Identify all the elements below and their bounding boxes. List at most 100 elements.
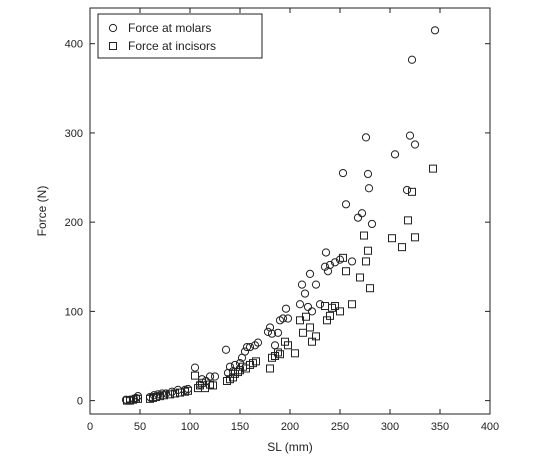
molar-point [353, 213, 363, 222]
molar-point [245, 342, 255, 352]
molar-point [300, 289, 310, 298]
molar-point [205, 372, 215, 381]
series-incisors [123, 164, 437, 405]
y-tick-label: 200 [65, 217, 83, 229]
x-tick-label: 200 [281, 421, 299, 433]
incisor-point [364, 246, 372, 255]
incisor-point [360, 231, 368, 240]
molar-point [321, 248, 331, 257]
incisor-point [404, 216, 412, 225]
molar-point [405, 131, 415, 140]
x-axis: 0 50 100 150 200 250 300 350 400 [87, 8, 499, 433]
x-tick-label: 350 [431, 421, 449, 433]
molar-point [311, 280, 321, 289]
incisor-point [388, 234, 396, 243]
x-tick-label: 50 [134, 421, 146, 433]
molar-point [410, 140, 420, 149]
plot-frame [89, 7, 491, 415]
x-tick-label: 0 [87, 421, 93, 433]
molar-point [278, 314, 288, 323]
incisor-point [339, 253, 347, 262]
incisor-point [362, 257, 370, 266]
molar-point [347, 257, 357, 266]
molar-point [367, 219, 377, 229]
incisor-point [299, 328, 307, 337]
y-tick-label: 400 [65, 39, 83, 51]
molar-point [281, 304, 291, 313]
molar-point [250, 341, 260, 350]
molar-point [210, 372, 220, 381]
molar-point [221, 345, 231, 354]
molar-point [430, 26, 440, 35]
incisor-point [342, 267, 350, 276]
molar-point [267, 329, 277, 338]
incisor-point [191, 371, 199, 380]
incisor-point [326, 311, 334, 320]
legend-box [97, 13, 263, 59]
molar-point [325, 260, 335, 270]
molar-point [253, 338, 263, 347]
y-tick-label: 300 [65, 128, 83, 140]
molar-point [230, 360, 240, 370]
incisor-point [306, 323, 314, 332]
legend-circle-marker [108, 23, 118, 33]
molar-point [315, 300, 325, 309]
incisor-point [398, 243, 406, 252]
y-tick-label: 0 [77, 396, 83, 408]
incisor-point [291, 349, 299, 358]
incisor-point [274, 348, 282, 357]
incisor-point [336, 307, 344, 316]
molar-point [307, 307, 317, 316]
incisor-point [411, 233, 419, 242]
molar-point [270, 341, 280, 350]
legend-label-molars: Force at molars [128, 21, 211, 35]
molar-point [361, 133, 371, 142]
molar-point [341, 200, 351, 209]
incisor-point [184, 386, 192, 395]
y-axis-label: Force (N) [35, 186, 49, 237]
legend-square-marker [109, 42, 117, 50]
legend-label-incisors: Force at incisors [128, 39, 216, 53]
incisor-point [196, 381, 204, 390]
incisor-point [234, 368, 242, 377]
molar-point [225, 362, 235, 371]
incisor-point [284, 341, 292, 350]
x-tick-label: 100 [181, 421, 199, 433]
molar-point [283, 314, 293, 323]
molar-point [330, 258, 340, 267]
x-tick-label: 300 [381, 421, 399, 433]
incisor-point [209, 381, 217, 390]
incisor-point [276, 350, 284, 359]
data-points [121, 26, 440, 405]
incisor-point [429, 164, 437, 173]
legend: Force at molars Force at incisors [97, 13, 263, 59]
molar-point [357, 209, 367, 218]
molar-point [363, 169, 373, 179]
molar-point [295, 300, 305, 309]
molar-point [263, 327, 273, 337]
molar-point [190, 363, 200, 372]
y-tick-label: 100 [65, 306, 83, 318]
y-axis: 0 100 200 300 400 [65, 39, 490, 408]
x-tick-label: 150 [231, 421, 249, 433]
incisor-point [312, 332, 320, 341]
molar-point [240, 347, 250, 356]
incisor-point [166, 390, 174, 399]
molar-point [303, 302, 313, 312]
x-tick-label: 250 [331, 421, 349, 433]
molar-point [273, 328, 283, 337]
molar-point [407, 55, 417, 64]
incisor-point [176, 388, 184, 397]
incisor-point [171, 389, 179, 398]
incisor-point [331, 302, 339, 311]
x-axis-label: SL (mm) [267, 440, 313, 454]
molar-point [390, 150, 400, 159]
molar-point [320, 262, 330, 271]
molar-point [402, 185, 412, 195]
incisor-point [134, 394, 142, 403]
molar-point [305, 269, 315, 279]
incisor-point [160, 391, 168, 400]
incisor-point [356, 273, 364, 282]
